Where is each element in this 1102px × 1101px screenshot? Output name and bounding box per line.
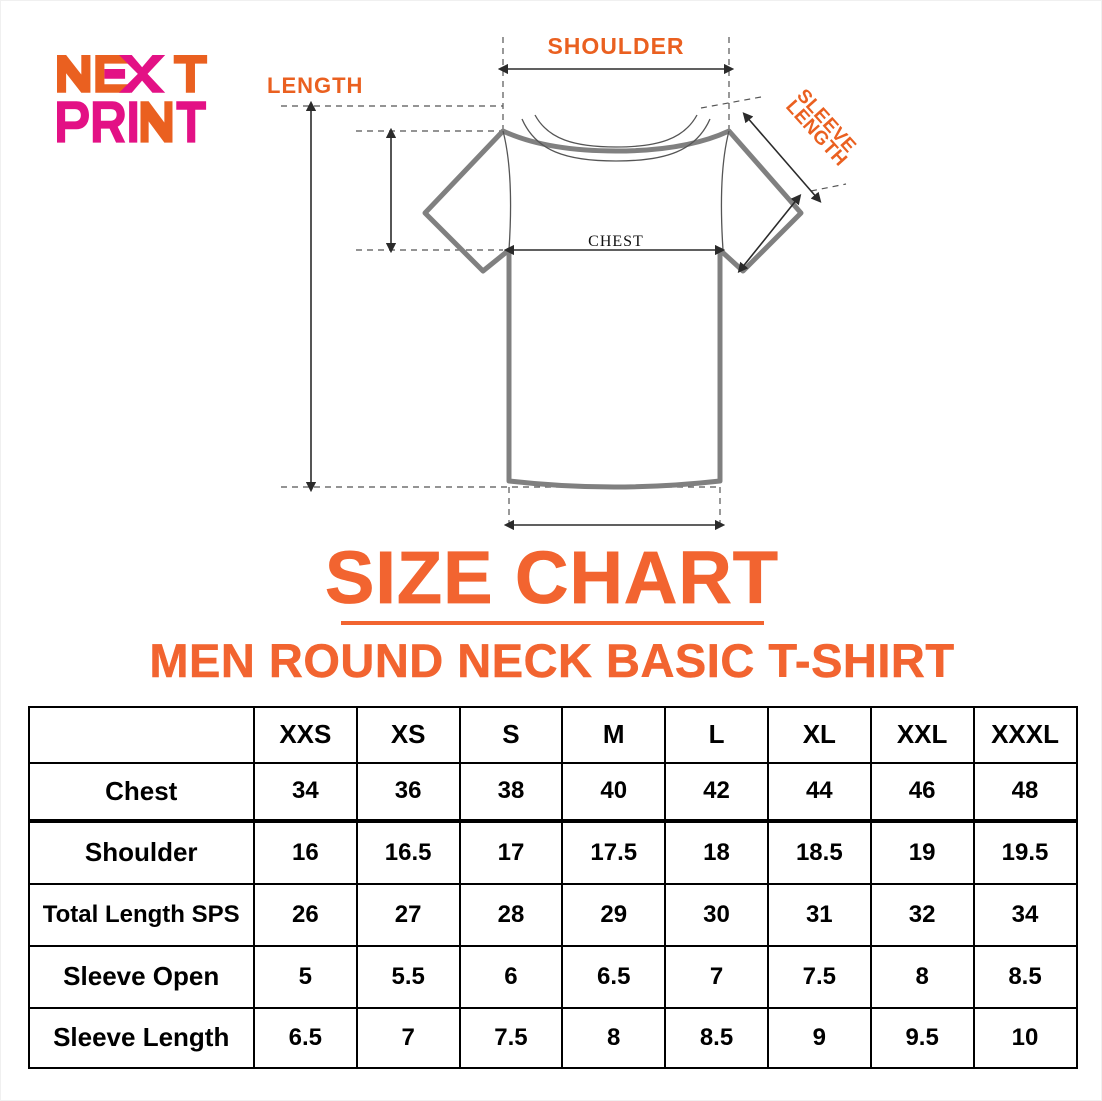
svg-text:LENGTH: LENGTH	[267, 73, 363, 98]
svg-text:SHOULDER: SHOULDER	[547, 33, 684, 59]
svg-text:CHEST: CHEST	[588, 233, 644, 250]
